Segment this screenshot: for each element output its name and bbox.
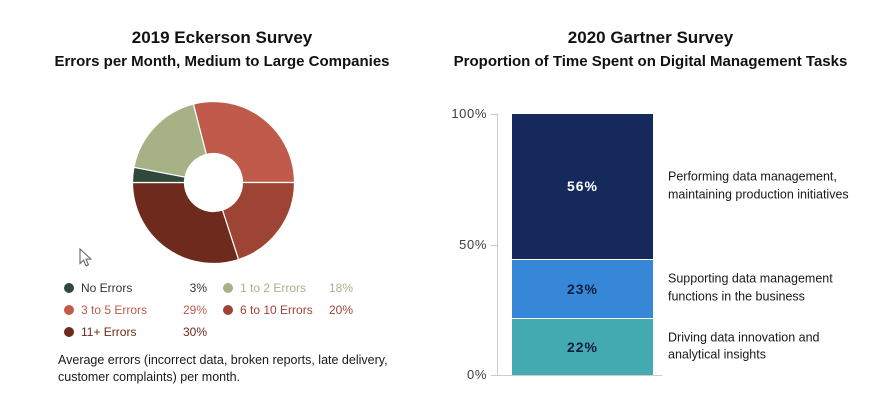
legend-swatch xyxy=(64,327,74,337)
legend-label: 11+ Errors xyxy=(81,325,137,339)
donut-slice-11-errors xyxy=(131,181,240,265)
donut-legend: No Errors 3% 1 to 2 Errors 18% 3 to 5 Errors… xyxy=(64,281,367,339)
donut-slice-3-to-5-errors xyxy=(192,100,296,184)
y-tick-label: 50% xyxy=(459,236,487,252)
legend-label: No Errors xyxy=(81,281,133,295)
gartner-subtitle: Proportion of Time Spent on Digital Mana… xyxy=(453,53,848,70)
bar-annotation: Driving data innovation and analytical i… xyxy=(668,330,820,362)
gartner-title: 2020 Gartner Survey xyxy=(567,28,734,47)
bar-segment-23: 23% xyxy=(512,258,653,319)
legend-item-no-errors: No Errors 3% xyxy=(64,281,221,295)
bar-segment-22: 22% xyxy=(512,318,653,375)
bar-annotations: Performing data management, maintaining … xyxy=(668,114,868,375)
legend-label: 3 to 5 Errors xyxy=(81,303,148,317)
legend-item-11-errors: 11+ Errors 30% xyxy=(64,325,221,339)
legend-value: 30% xyxy=(182,325,207,339)
legend-value: 3% xyxy=(189,281,207,295)
legend-value: 20% xyxy=(328,303,353,317)
chart-caption: Average errors (incorrect data, broken r… xyxy=(58,353,388,385)
legend-value: 18% xyxy=(328,281,353,295)
eckerson-title: 2019 Eckerson Survey xyxy=(131,28,313,47)
bar-segment-56: 56% xyxy=(512,114,653,259)
legend-swatch xyxy=(64,283,74,293)
legend-item-6-to-10-errors: 6 to 10 Errors 20% xyxy=(223,303,367,317)
mouse-cursor-icon xyxy=(77,247,93,274)
x-axis-line xyxy=(497,375,662,376)
y-tick-mark xyxy=(491,114,497,115)
donut-chart xyxy=(131,100,296,265)
y-tick-mark xyxy=(491,244,497,246)
legend-label: 1 to 2 Errors xyxy=(240,281,307,295)
bar-segment-value: 23% xyxy=(566,280,599,297)
stacked-bar: 56% 23% 22% xyxy=(512,114,653,375)
y-axis: 100% 50% 0% xyxy=(440,106,497,382)
y-axis-line xyxy=(497,114,498,376)
bar-annotation: Supporting data management functions in … xyxy=(668,271,833,304)
y-tick-mark xyxy=(491,375,497,376)
eckerson-subtitle: Errors per Month, Medium to Large Compan… xyxy=(54,53,390,70)
donut-slice-1-to-2-errors xyxy=(133,103,208,178)
legend-swatch xyxy=(223,283,233,293)
bar-segment-value: 56% xyxy=(566,178,599,195)
legend-item-1-to-2-errors: 1 to 2 Errors 18% xyxy=(223,281,367,295)
y-tick-label: 100% xyxy=(451,106,487,121)
bar-segment-value: 22% xyxy=(566,339,599,356)
legend-item-3-to-5-errors: 3 to 5 Errors 29% xyxy=(64,303,221,317)
y-tick-label: 0% xyxy=(467,367,487,382)
legend-label: 6 to 10 Errors xyxy=(240,303,313,317)
bar-annotation: Performing data management, maintaining … xyxy=(668,169,849,202)
legend-value: 29% xyxy=(182,303,207,317)
legend-swatch xyxy=(64,305,74,315)
legend-swatch xyxy=(223,305,233,315)
donut-slice-6-to-10-errors xyxy=(221,181,296,261)
donut-svg xyxy=(131,100,296,265)
